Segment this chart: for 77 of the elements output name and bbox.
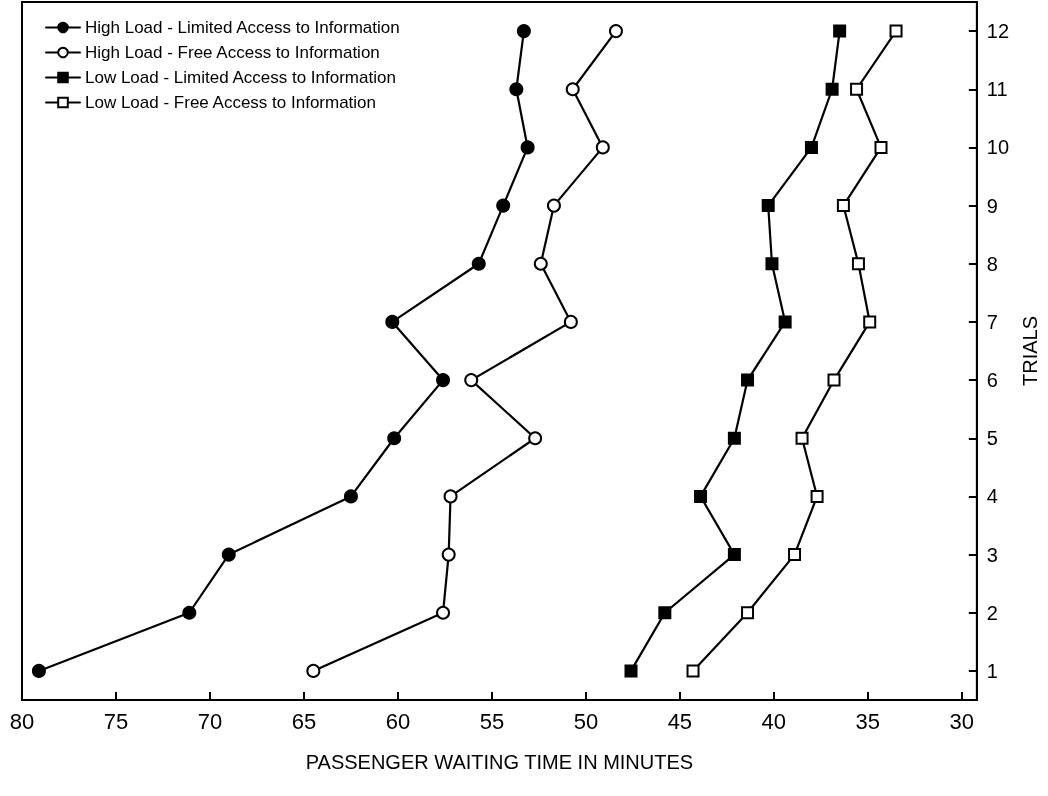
point — [795, 431, 809, 445]
y-tick-label: 12 — [986, 20, 1010, 43]
point — [727, 431, 741, 445]
point — [533, 256, 548, 271]
y-axis-title: TRIALS — [1019, 315, 1041, 387]
point — [306, 663, 321, 678]
point — [825, 82, 839, 96]
y-tick-label: 7 — [986, 310, 998, 333]
point — [387, 431, 402, 446]
point — [528, 431, 543, 446]
y-tick-label: 1 — [986, 659, 998, 682]
point — [520, 140, 535, 155]
point — [441, 547, 456, 562]
point — [436, 373, 451, 388]
point — [516, 24, 531, 39]
point — [804, 140, 818, 154]
y-tick-label: 6 — [986, 369, 998, 392]
x-tick-label: 65 — [291, 708, 317, 734]
point — [765, 257, 779, 271]
y-tick-label: 2 — [986, 601, 998, 624]
x-tick-label: 40 — [761, 708, 787, 734]
y-tick-label: 10 — [986, 136, 1010, 159]
y-tick-label: 11 — [986, 78, 1008, 101]
point — [827, 373, 841, 387]
x-tick-label: 60 — [385, 708, 411, 734]
point — [889, 24, 903, 38]
legend-label: High Load - Free Access to Information — [85, 43, 380, 62]
point — [658, 606, 672, 620]
point — [624, 664, 638, 678]
x-tick-label: 45 — [667, 708, 693, 734]
x-tick-label: 50 — [573, 708, 599, 734]
x-tick-label: 35 — [855, 708, 881, 734]
point — [443, 489, 458, 504]
point — [436, 605, 451, 620]
point — [565, 82, 580, 97]
x-axis-title: PASSENGER WAITING TIME IN MINUTES — [305, 751, 694, 773]
point — [464, 373, 479, 388]
point — [833, 24, 847, 38]
x-tick-label: 75 — [103, 708, 129, 734]
legend-label: Low Load - Limited Access to Information — [85, 68, 396, 87]
point — [741, 606, 755, 620]
point — [851, 257, 865, 271]
point — [496, 198, 511, 213]
point — [761, 199, 775, 213]
point — [778, 315, 792, 329]
point — [608, 24, 623, 39]
y-tick-label: 3 — [986, 543, 998, 566]
point — [850, 82, 864, 96]
point — [221, 547, 236, 562]
point — [509, 82, 524, 97]
point — [182, 605, 197, 620]
x-tick-label: 70 — [197, 708, 223, 734]
point — [343, 489, 358, 504]
point — [741, 373, 755, 387]
y-tick-label: 9 — [986, 194, 998, 217]
point — [385, 314, 400, 329]
legend-label: High Load - Limited Access to Information — [85, 18, 400, 37]
point — [595, 140, 610, 155]
point — [694, 489, 708, 503]
point — [810, 489, 824, 503]
x-tick-label: 55 — [479, 708, 505, 734]
point — [31, 663, 46, 678]
point — [686, 664, 700, 678]
x-tick-label: 80 — [9, 708, 35, 734]
point — [788, 548, 802, 562]
x-tick-label: 30 — [949, 708, 975, 734]
point — [727, 548, 741, 562]
point — [563, 314, 578, 329]
point — [546, 198, 561, 213]
y-tick-label: 5 — [986, 427, 998, 450]
point — [863, 315, 877, 329]
point — [836, 199, 850, 213]
point — [471, 256, 486, 271]
legend-label: Low Load - Free Access to Information — [85, 93, 377, 112]
point — [874, 140, 888, 154]
y-tick-label: 8 — [986, 252, 998, 275]
y-tick-label: 4 — [986, 485, 998, 508]
